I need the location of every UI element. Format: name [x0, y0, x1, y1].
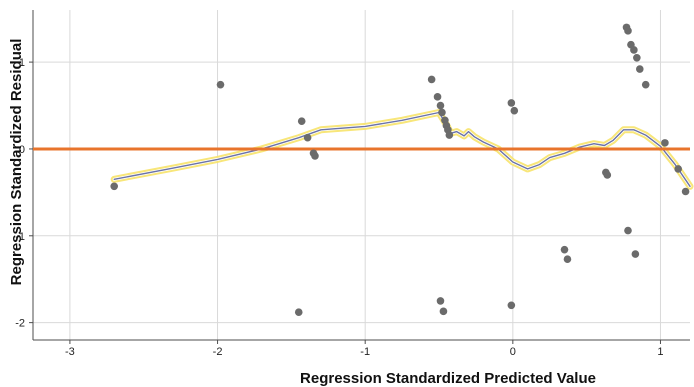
data-point: [631, 250, 640, 258]
y-tick-label: -2: [15, 318, 25, 330]
data-point: [311, 152, 319, 160]
data-point: [624, 226, 632, 235]
data-point: [624, 27, 632, 35]
data-point: [633, 53, 641, 62]
grid-layer: [33, 10, 690, 340]
y-tick-label: -1: [15, 231, 25, 243]
fit-line-layer: [110, 109, 694, 190]
y-axis-title: Regression Standardized Residual: [8, 39, 25, 286]
data-point: [681, 187, 690, 196]
data-point: [510, 106, 519, 115]
points-layer: [110, 23, 690, 317]
x-tick-label: -1: [360, 346, 370, 358]
data-point: [110, 182, 119, 191]
data-point: [445, 131, 454, 139]
data-point: [563, 255, 572, 264]
data-point: [630, 46, 638, 54]
axes-layer: [29, 10, 690, 344]
data-point: [438, 108, 446, 117]
data-point: [303, 133, 312, 142]
tick-labels-layer: -3 -2 -1 0 1 -2 -1 0 1: [15, 57, 663, 358]
data-point: [294, 308, 303, 317]
y-tick-label: 1: [19, 57, 25, 69]
data-point: [641, 80, 650, 89]
data-point: [603, 171, 612, 179]
x-tick-label: -3: [65, 346, 75, 358]
x-axis-title: Regression Standardized Predicted Value: [300, 370, 596, 387]
x-tick-label: 0: [510, 346, 516, 358]
data-point: [433, 93, 442, 101]
data-point: [507, 301, 516, 310]
data-point: [427, 75, 436, 84]
data-point: [507, 99, 516, 107]
data-point: [674, 165, 682, 173]
data-point: [636, 65, 644, 73]
data-point: [297, 117, 306, 125]
data-point: [436, 297, 445, 305]
data-point: [439, 307, 448, 316]
fit-line: [113, 111, 691, 187]
data-point: [436, 101, 445, 110]
y-tick-label: 0: [19, 144, 25, 156]
data-point: [560, 245, 569, 254]
data-point: [661, 139, 669, 147]
x-tick-label: -2: [213, 346, 223, 358]
x-tick-label: 1: [657, 346, 663, 358]
data-point: [216, 80, 225, 89]
